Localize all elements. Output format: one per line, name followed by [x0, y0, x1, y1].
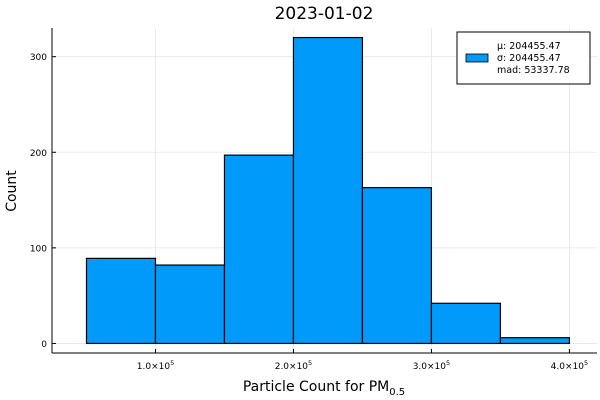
histogram-bar [292, 36, 364, 345]
histogram-bar [430, 302, 502, 345]
histogram-bar [499, 337, 571, 345]
x-tick-labels: 1.0×105 2.0×105 3.0×105 4.0×105 [137, 349, 588, 372]
histogram-bar [223, 154, 295, 345]
y-axis-label: Count [4, 170, 20, 212]
x-tick-label: 1.0×105 [137, 359, 174, 372]
y-tick-label: 100 [30, 244, 47, 254]
y-tick-labels: 0 100 200 300 [30, 53, 56, 350]
legend-line-sigma: σ: 204455.47 [497, 53, 561, 64]
histogram-bar [361, 187, 433, 345]
legend: μ: 204455.47 σ: 204455.47 mad: 53337.78 [456, 31, 591, 85]
x-tick-label: 4.0×105 [551, 359, 588, 372]
y-tick-label: 200 [30, 149, 47, 159]
axes [51, 28, 597, 354]
x-axis-label: Particle Count for PM0.5 [243, 379, 405, 398]
legend-swatch [465, 53, 489, 63]
legend-line-mean: μ: 204455.47 [497, 41, 561, 52]
x-tick-label: 2.0×105 [275, 359, 312, 372]
histogram-bar [85, 257, 157, 345]
x-tick-label: 3.0×105 [413, 359, 450, 372]
histogram-bar [154, 264, 226, 345]
legend-line-mad: mad: 53337.78 [497, 65, 570, 76]
y-tick-label: 0 [41, 340, 47, 350]
bars [85, 36, 571, 345]
chart-title: 2023-01-02 [275, 4, 374, 24]
y-tick-label: 300 [30, 53, 47, 63]
